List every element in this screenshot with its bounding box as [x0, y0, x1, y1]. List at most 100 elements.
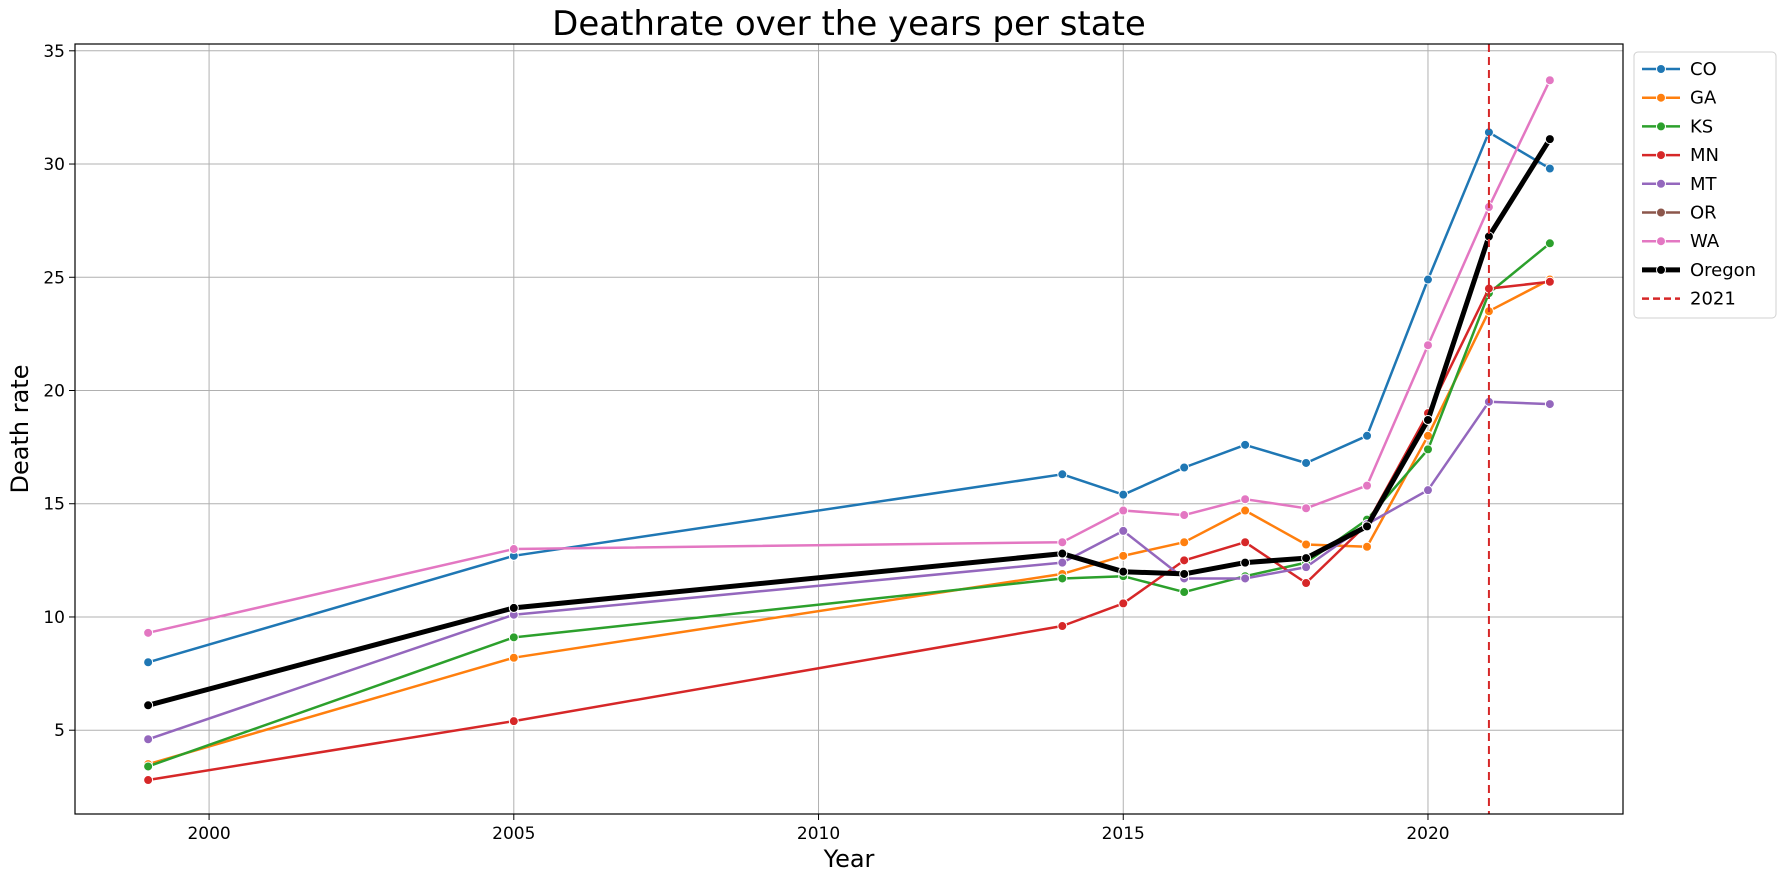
data-point-co — [1362, 430, 1373, 441]
data-point-mn — [1179, 555, 1190, 566]
legend-item-or: OR — [1642, 203, 1717, 224]
y-tick-label: 15 — [43, 495, 65, 515]
data-point-co — [1422, 274, 1433, 285]
data-point-wa — [1544, 75, 1555, 86]
data-point-wa — [1362, 480, 1373, 491]
x-tick-label: 2000 — [187, 824, 230, 844]
legend-marker — [1656, 236, 1666, 247]
data-point-wa — [1301, 503, 1312, 514]
legend-label: KS — [1690, 116, 1713, 137]
data-point-wa — [1422, 340, 1433, 351]
data-point-ks — [1544, 238, 1555, 249]
data-point-ks — [143, 761, 154, 772]
data-point-oregon — [508, 602, 519, 613]
chart-title: Deathrate over the years per state — [552, 4, 1146, 44]
legend-item-mt: MT — [1642, 174, 1718, 195]
data-point-mn — [508, 716, 519, 727]
data-point-mn — [143, 775, 154, 786]
y-tick-label: 5 — [54, 721, 65, 741]
data-point-wa — [1179, 510, 1190, 521]
legend-marker — [1656, 150, 1666, 161]
legend-label: MN — [1690, 145, 1719, 166]
data-point-mt — [1118, 525, 1129, 536]
legend-label: MT — [1690, 174, 1718, 195]
data-point-mt — [1301, 562, 1312, 573]
legend-label: OR — [1690, 203, 1717, 224]
data-point-oregon — [1362, 521, 1373, 532]
legend-item-2021: 2021 — [1642, 289, 1736, 310]
data-point-ga — [1240, 505, 1251, 516]
data-point-ga — [508, 652, 519, 663]
data-point-co — [143, 657, 154, 668]
series-line-mt — [147, 400, 1550, 741]
legend-label: GA — [1690, 88, 1717, 109]
x-axis-title: Year — [823, 845, 875, 873]
plot-frame — [74, 43, 1624, 815]
data-point-mt — [1544, 399, 1555, 410]
y-tick-label: 25 — [43, 268, 65, 288]
y-tick-label: 30 — [43, 155, 65, 175]
data-point-ga — [1179, 537, 1190, 548]
data-point-oregon — [1240, 557, 1251, 568]
series-line-mn — [147, 280, 1551, 782]
series-lines — [143, 44, 1555, 814]
data-point-oregon — [143, 700, 154, 711]
data-point-co — [1057, 469, 1068, 480]
data-point-oregon — [1422, 414, 1433, 425]
series-mn — [143, 276, 1555, 786]
series-oregon — [143, 134, 1555, 711]
legend-item-oregon: Oregon — [1642, 260, 1756, 281]
legend-item-co: CO — [1642, 59, 1717, 80]
y-tick-label: 35 — [43, 42, 65, 62]
series-wa — [143, 75, 1555, 638]
data-point-co — [1240, 439, 1251, 450]
data-point-ga — [1118, 550, 1129, 561]
x-tick-label: 2015 — [1102, 824, 1145, 844]
data-point-wa — [1118, 505, 1129, 516]
data-point-oregon — [1179, 568, 1190, 579]
data-point-mt — [1422, 485, 1433, 496]
legend-marker — [1656, 92, 1666, 103]
series-line-oregon — [147, 137, 1553, 708]
x-tick-label: 2020 — [1406, 824, 1449, 844]
legend-label: Oregon — [1690, 260, 1756, 281]
data-point-ks — [1057, 573, 1068, 584]
data-point-ks — [1422, 444, 1433, 455]
data-point-wa — [1057, 537, 1068, 548]
legend-label: WA — [1690, 231, 1720, 252]
data-point-oregon — [1118, 566, 1129, 577]
legend-label: CO — [1690, 59, 1717, 80]
data-point-ks — [1179, 587, 1190, 598]
data-point-ga — [1362, 541, 1373, 552]
data-point-mn — [1057, 621, 1068, 632]
data-point-mn — [1240, 537, 1251, 548]
legend-box — [1633, 51, 1777, 319]
legend-marker — [1656, 264, 1666, 275]
data-point-oregon — [1544, 134, 1555, 145]
legend-marker — [1656, 178, 1666, 189]
data-point-ga — [1301, 539, 1312, 550]
legend-marker — [1656, 207, 1666, 218]
legend-item-ga: GA — [1642, 88, 1717, 109]
data-point-mn — [1544, 276, 1555, 287]
data-point-wa — [143, 627, 154, 638]
x-tick-label: 2005 — [492, 824, 535, 844]
y-tick-label: 10 — [43, 608, 65, 628]
y-axis-title: Death rate — [6, 365, 34, 494]
series-line-or — [147, 138, 1551, 707]
data-point-co — [1179, 462, 1190, 473]
legend-marker — [1656, 121, 1666, 132]
data-point-ks — [508, 632, 519, 643]
data-point-mn — [1118, 598, 1129, 609]
data-point-wa — [1240, 494, 1251, 505]
series-co — [143, 127, 1555, 668]
plot-border — [74, 43, 1624, 815]
legend: CO GA KS MN MT OR WA Oregon 2021 — [1633, 51, 1777, 319]
data-point-co — [1301, 457, 1312, 468]
legend-marker — [1656, 64, 1666, 74]
data-point-mt — [143, 734, 154, 745]
data-point-mn — [1301, 578, 1312, 588]
series-or — [143, 134, 1555, 711]
axis-ticks: 2000 2005 2010 2015 2020 5 10 15 20 25 30 35 — [43, 42, 1449, 844]
